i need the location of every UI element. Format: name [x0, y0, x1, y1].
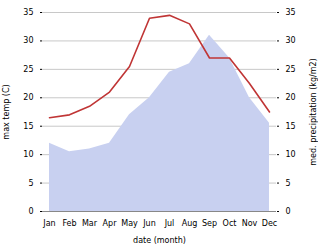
- svg-text:max temp (C): max temp (C): [2, 84, 11, 139]
- svg-text:Sep: Sep: [202, 219, 217, 228]
- svg-text:Apr: Apr: [103, 219, 118, 228]
- svg-text:Nov: Nov: [242, 219, 258, 228]
- svg-text:Oct: Oct: [223, 219, 237, 228]
- svg-text:Jun: Jun: [142, 219, 156, 228]
- svg-text:15: 15: [23, 122, 33, 131]
- svg-text:5: 5: [28, 179, 33, 188]
- svg-text:med. precipitation (kg/m2): med. precipitation (kg/m2): [309, 58, 318, 165]
- svg-text:10: 10: [286, 150, 296, 159]
- svg-text:25: 25: [23, 65, 33, 74]
- svg-text:30: 30: [23, 36, 33, 45]
- svg-text:35: 35: [286, 8, 296, 17]
- svg-text:date (month): date (month): [133, 236, 186, 245]
- svg-text:Aug: Aug: [182, 219, 198, 228]
- svg-text:Jan: Jan: [42, 219, 55, 228]
- svg-text:30: 30: [286, 36, 296, 45]
- svg-text:25: 25: [286, 65, 296, 74]
- svg-text:20: 20: [286, 93, 296, 102]
- svg-text:15: 15: [286, 122, 296, 131]
- svg-text:May: May: [121, 219, 138, 228]
- svg-text:Jul: Jul: [164, 219, 175, 228]
- svg-text:0: 0: [28, 207, 33, 216]
- svg-text:Feb: Feb: [62, 219, 76, 228]
- svg-text:0: 0: [286, 207, 291, 216]
- svg-text:20: 20: [23, 93, 33, 102]
- svg-text:5: 5: [286, 179, 291, 188]
- svg-text:Dec: Dec: [262, 219, 277, 228]
- svg-text:10: 10: [23, 150, 33, 159]
- svg-text:Mar: Mar: [82, 219, 98, 228]
- svg-text:35: 35: [23, 8, 33, 17]
